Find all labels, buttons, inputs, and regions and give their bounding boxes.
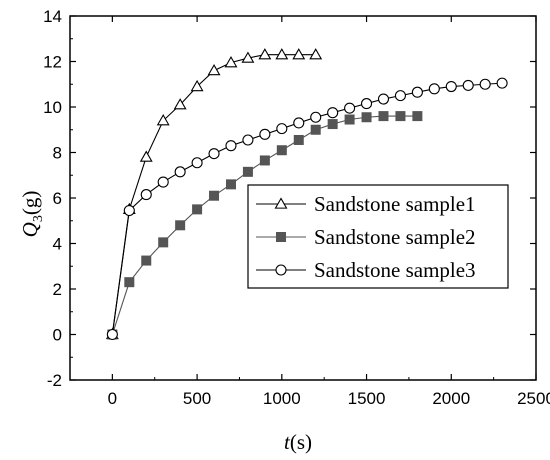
legend-marker-2 (276, 232, 286, 242)
x-tick-label: 1000 (263, 389, 301, 408)
x-axis-title: t(s) (284, 430, 312, 454)
series-2-point (175, 220, 186, 231)
legend: Sandstone sample1 Sandstone sample2 Sandst… (247, 184, 509, 289)
series-2-point (327, 119, 338, 130)
series-3-point (242, 134, 254, 146)
x-tick-label: 500 (183, 389, 211, 408)
series-3-point (445, 80, 457, 93)
series-3-point (360, 98, 373, 110)
y-tick-label: 10 (43, 98, 62, 117)
legend-label-3: Sandstone sample3 (314, 258, 476, 282)
x-tick-label: 2000 (432, 389, 470, 408)
series-2-point (276, 145, 287, 156)
x-tick-label: 1500 (348, 389, 386, 408)
y-tick-label: 2 (53, 280, 62, 299)
series-3-point (293, 117, 305, 129)
series-1-point (207, 63, 221, 76)
series-3-point (496, 77, 508, 89)
series-2-point (209, 190, 220, 201)
series-1-point (309, 48, 323, 60)
series-2-point (310, 124, 321, 135)
series-2-point (395, 111, 406, 122)
series-2-point (344, 114, 355, 125)
series-3-point (225, 140, 237, 152)
series-2-point (242, 166, 253, 177)
legend-label-2: Sandstone sample2 (314, 225, 476, 249)
series-1-point (139, 150, 153, 162)
series-3-point (140, 189, 152, 201)
y-tick-label: 0 (53, 326, 62, 345)
y-tick-label: 8 (53, 144, 62, 163)
series-2-point (158, 237, 169, 248)
series-3-point (428, 83, 440, 95)
series-3-point (411, 86, 423, 98)
y-tick-label: 12 (43, 53, 62, 72)
x-tick-label: 2500 (517, 389, 550, 408)
series-3-point (344, 102, 356, 114)
series-1-point (190, 79, 204, 92)
series-3-point (276, 123, 288, 135)
series-1-point (258, 48, 272, 60)
series-1-point (173, 98, 187, 110)
series-2-point (361, 112, 372, 123)
series-2-point (293, 134, 304, 145)
series-3-point (394, 90, 406, 102)
series-1-point (275, 48, 289, 60)
series-3-point (123, 204, 135, 217)
x-tick-label: 0 (108, 389, 117, 408)
series-2-point (124, 277, 135, 288)
series-1-point (156, 114, 170, 126)
series-3-point (377, 93, 390, 105)
y-axis-title: Q3(g) (18, 191, 46, 238)
series-1-point (241, 51, 255, 63)
series-3-point (310, 111, 322, 123)
series-2-point (259, 155, 270, 166)
legend-marker-1 (274, 197, 288, 209)
series-3-point (259, 128, 271, 140)
series-2-point (192, 204, 203, 215)
legend-box (247, 184, 509, 289)
series-3-point (327, 107, 339, 119)
series-2-point (141, 255, 152, 266)
series-3-point (157, 176, 169, 188)
y-tick-label: 14 (43, 7, 62, 26)
y-tick-label: 4 (53, 235, 62, 254)
series-3-point (462, 79, 474, 91)
legend-marker-3 (275, 264, 287, 276)
series-3 (106, 77, 508, 341)
series-3-point (191, 157, 203, 169)
legend-label-1: Sandstone sample1 (314, 192, 476, 216)
series-1-point (292, 48, 306, 60)
series-3-point (174, 166, 186, 178)
y-tick-label: -2 (47, 371, 62, 390)
series-2-point (378, 111, 389, 122)
series-layer (105, 48, 508, 341)
series-3-point (208, 148, 220, 160)
series-3-point (106, 328, 118, 341)
series-2 (107, 111, 423, 340)
series-3-point (479, 78, 491, 90)
axis-ticks: 0 500 1000 1500 2000 2500 -2 0 2 4 6 8 10 12 14 (43, 7, 550, 408)
series-2-point (225, 179, 236, 190)
series-1-point (224, 56, 238, 68)
y-tick-label: 6 (53, 189, 62, 208)
series-2-point (412, 111, 423, 122)
